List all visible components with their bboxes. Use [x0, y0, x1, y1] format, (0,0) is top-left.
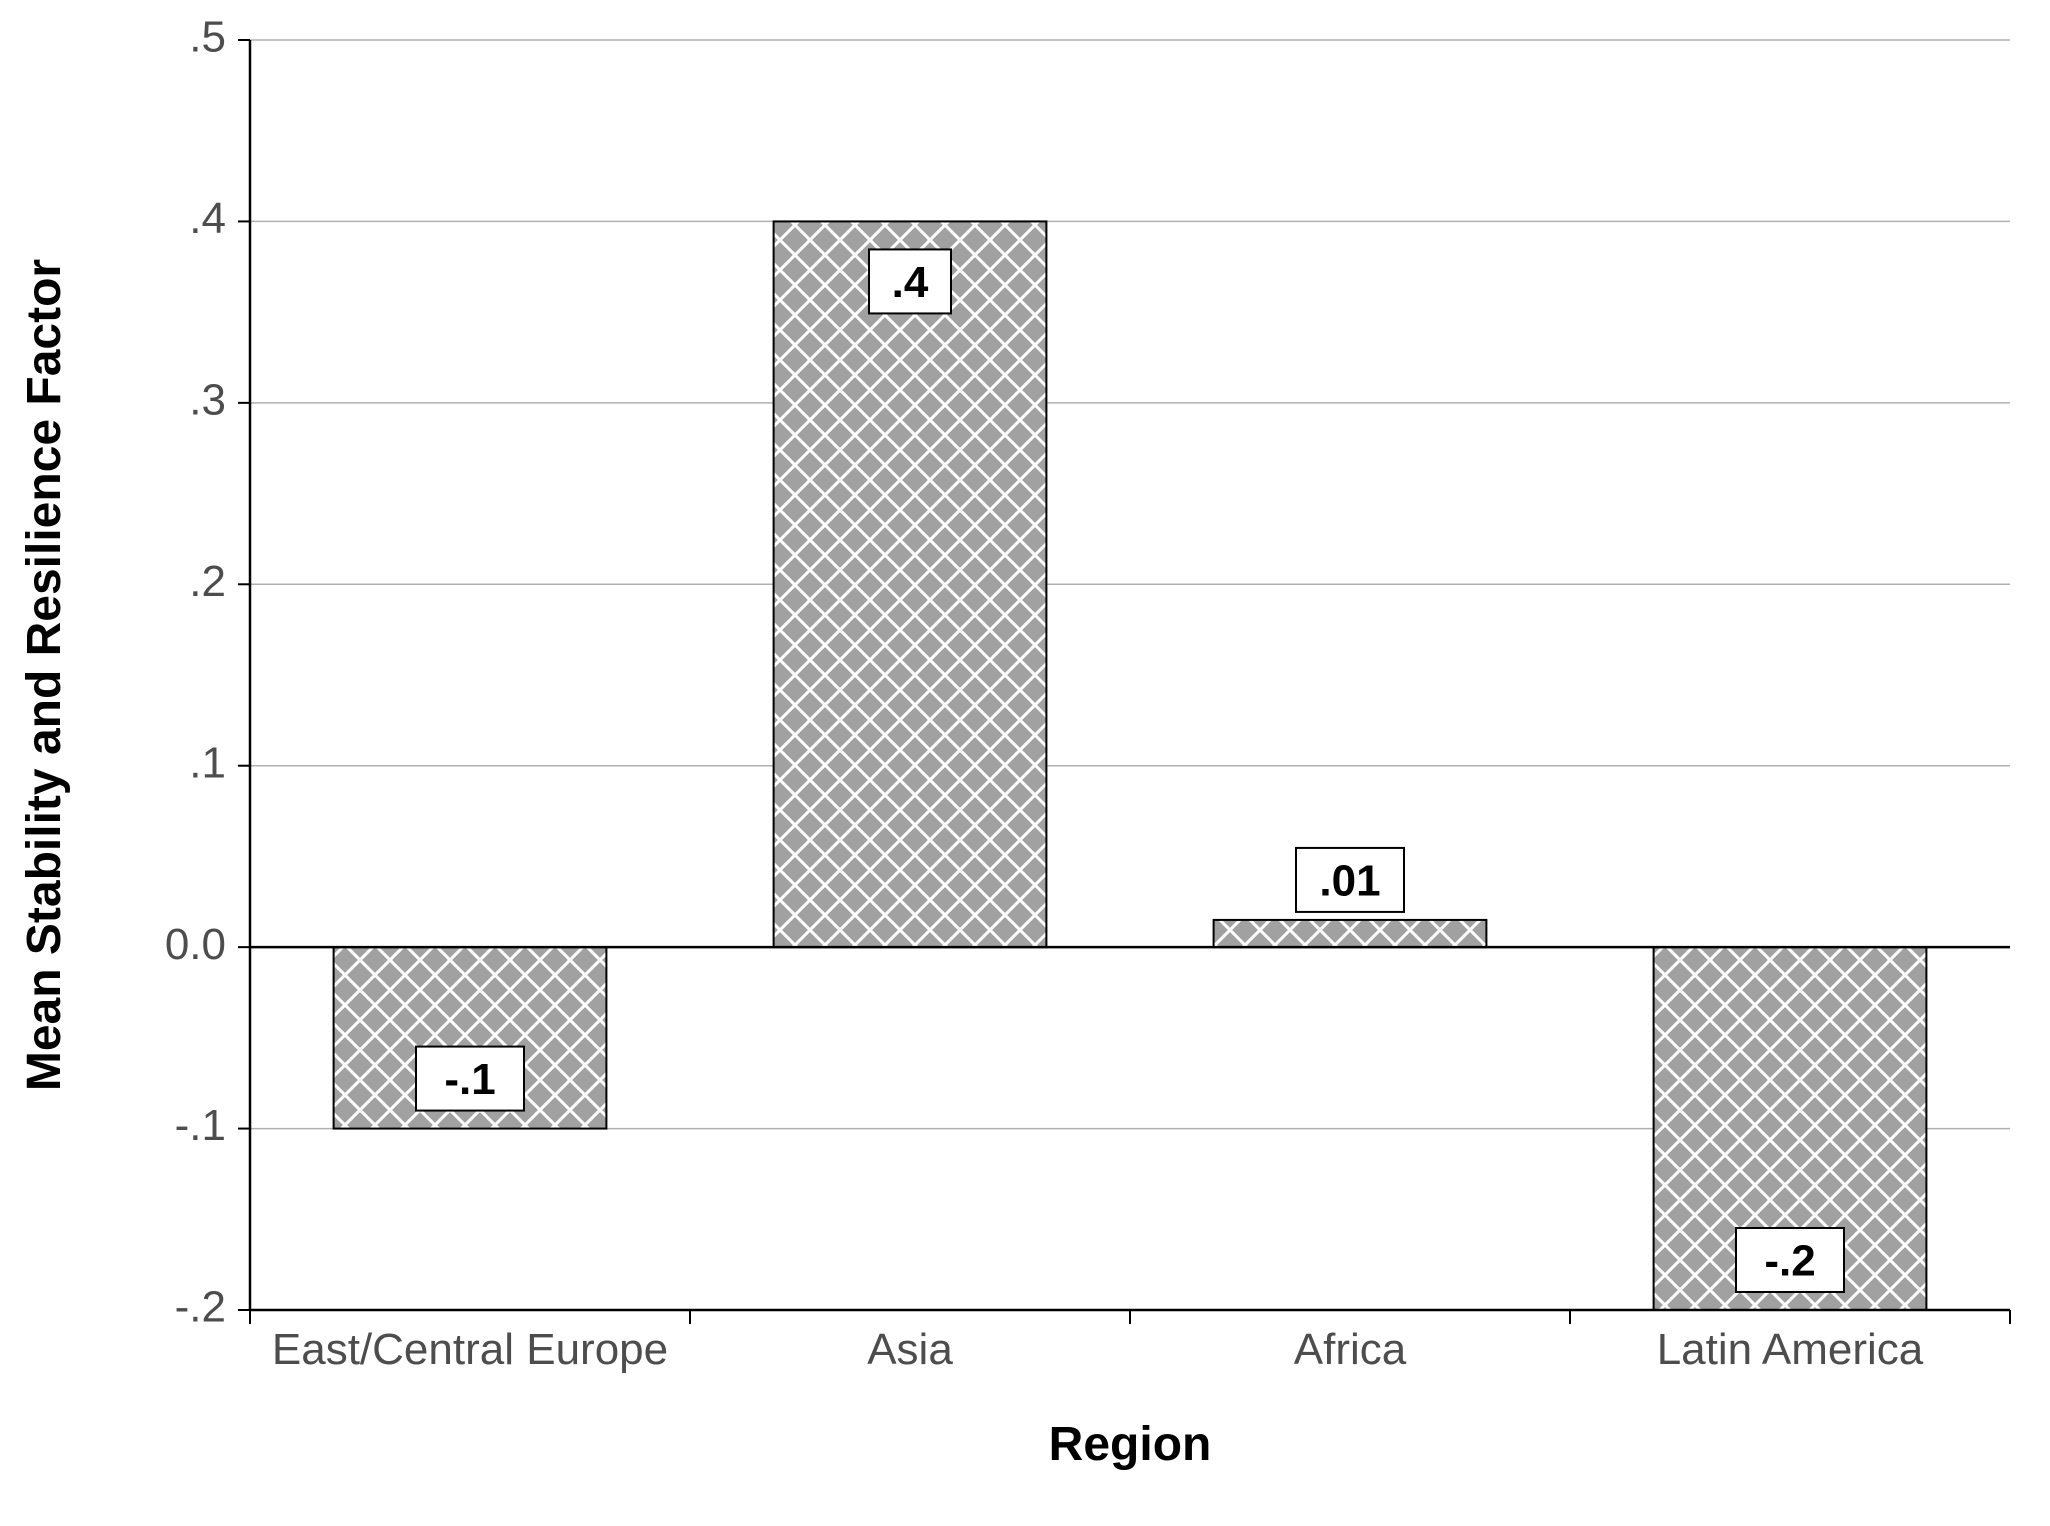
x-axis-title: Region: [1049, 1418, 1212, 1471]
y-tick-label: .3: [189, 375, 226, 424]
x-tick-label: Asia: [867, 1325, 953, 1374]
y-tick-label: .4: [189, 194, 226, 243]
y-axis-title: Mean Stability and Resilience Factor: [18, 259, 71, 1091]
x-tick-label: Latin America: [1657, 1325, 1924, 1374]
y-tick-label: .2: [189, 557, 226, 606]
data-label: .01: [1319, 857, 1380, 906]
y-tick-label: .1: [189, 738, 226, 787]
chart-container: -.2 -.1 0.0 .1 .2 .3 .4 .5 East/Central Europe As…: [0, 0, 2050, 1526]
bar: [774, 221, 1047, 947]
data-label: .4: [892, 258, 929, 307]
data-label: -.1: [444, 1055, 495, 1104]
data-label: -.2: [1764, 1237, 1815, 1286]
bar-chart-svg: -.2 -.1 0.0 .1 .2 .3 .4 .5 East/Central Europe As…: [0, 0, 2050, 1526]
y-tick-label: -.1: [175, 1101, 226, 1150]
y-tick-label: 0.0: [165, 920, 226, 969]
x-tick-label: Africa: [1294, 1325, 1407, 1374]
bar: [1214, 920, 1487, 947]
y-tick-label: -.2: [175, 1283, 226, 1332]
x-tick-label: East/Central Europe: [272, 1325, 668, 1374]
y-tick-label: .5: [189, 13, 226, 62]
